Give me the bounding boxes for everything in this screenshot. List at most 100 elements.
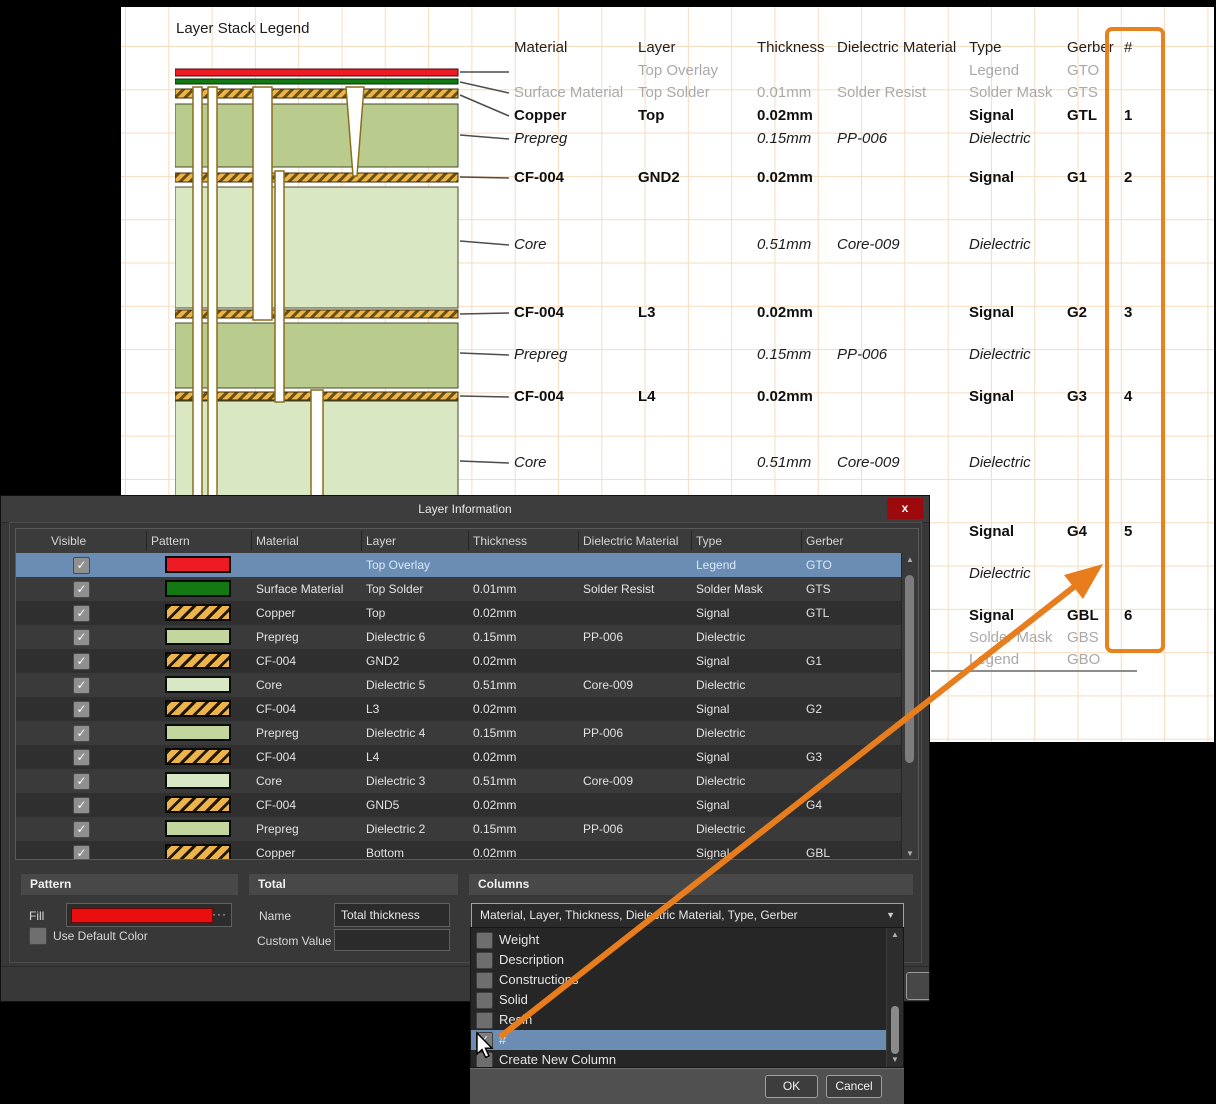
dropdown-item-checkbox[interactable]: ✓ [476, 1032, 493, 1049]
table-row[interactable]: ✓ CF-004 GND5 0.02mm Signal G4 [16, 793, 903, 817]
scrollbar-thumb[interactable] [905, 575, 914, 763]
visible-checkbox[interactable]: ✓ [73, 797, 90, 814]
visible-checkbox[interactable]: ✓ [73, 701, 90, 718]
dropdown-item-resin[interactable]: Resin [471, 1010, 887, 1030]
legend-cell-type: Dielectric [969, 346, 1031, 363]
visible-checkbox[interactable]: ✓ [73, 749, 90, 766]
pattern-swatch-copper [165, 700, 231, 717]
table-scrollbar[interactable]: ▲ ▼ [901, 553, 918, 859]
legend-cell-thickness: 0.15mm [757, 346, 812, 363]
table-row[interactable]: ✓ Surface Material Top Solder 0.01mm Solder … [16, 577, 903, 601]
row-cell-type: Signal [696, 798, 730, 812]
row-cell-type: Legend [696, 558, 737, 572]
dropdown-item-checkbox[interactable] [476, 1012, 493, 1029]
table-row[interactable]: ✓ Core Dielectric 5 0.51mm Core-009 Dielectri… [16, 673, 903, 697]
dropdown-item-label: Constructions [499, 972, 579, 987]
cancel-button[interactable]: Cancel [826, 1075, 882, 1098]
scroll-down-icon[interactable]: ▼ [906, 849, 914, 858]
dropdown-scrollbar[interactable]: ▲ ▼ [886, 928, 903, 1067]
legend-cell-material: CF-004 [514, 169, 565, 186]
scroll-up-icon[interactable]: ▲ [906, 555, 914, 564]
dropdown-item-label: Create New Column [499, 1052, 617, 1067]
dialog-titlebar[interactable]: Layer Information x [1, 496, 929, 523]
table-row[interactable]: ✓ Prepreg Dielectric 2 0.15mm PP-006 Dielectr… [16, 817, 903, 841]
table-row[interactable]: ✓ Prepreg Dielectric 6 0.15mm PP-006 Dielectr… [16, 625, 903, 649]
dropdown-item-checkbox[interactable] [476, 972, 493, 989]
dropdown-item-constructions[interactable]: Constructions [471, 970, 887, 990]
legend-cell-gerber: GTL [1067, 107, 1097, 124]
table-row[interactable]: ✓ Core Dielectric 3 0.51mm Core-009 Dielectri… [16, 769, 903, 793]
row-cell-type: Dielectric [696, 774, 746, 788]
total-name-input[interactable]: Total thickness [334, 903, 450, 927]
columns-combobox[interactable]: Material, Layer, Thickness, Dielectric M… [471, 903, 904, 928]
row-cell-thickness: 0.51mm [473, 678, 517, 692]
legend-cell-thickness: 0.02mm [757, 107, 813, 124]
row-cell-layer: Top [366, 606, 386, 620]
dropdown-item-checkbox[interactable] [476, 992, 493, 1009]
row-cell-type: Dielectric [696, 822, 746, 836]
dropdown-scrollbar-thumb[interactable] [891, 1006, 899, 1054]
legend-cell-thickness: 0.02mm [757, 388, 813, 405]
visible-checkbox[interactable]: ✓ [73, 725, 90, 742]
dropdown-item-label: Resin [499, 1012, 533, 1027]
fill-color-button[interactable]: ··· [66, 903, 232, 927]
close-icon[interactable]: x [887, 498, 923, 519]
visible-checkbox[interactable]: ✓ [73, 773, 90, 790]
table-row[interactable]: ✓ Prepreg Dielectric 4 0.15mm PP-006 Dielectr… [16, 721, 903, 745]
dialog-title: Layer Information [418, 502, 512, 516]
dropdown-item-create-new-column[interactable]: Create New Column [471, 1050, 887, 1067]
table-row[interactable]: ✓ CF-004 L4 0.02mm Signal G3 [16, 745, 903, 769]
row-cell-type: Signal [696, 654, 730, 668]
dropdown-item-weight[interactable]: Weight [471, 930, 887, 950]
table-row[interactable]: ✓ Top Overlay Legend GTO [16, 553, 903, 577]
column-header-gerber[interactable]: Gerber [806, 534, 844, 548]
visible-checkbox[interactable]: ✓ [73, 845, 90, 859]
custom-value-input[interactable] [334, 929, 450, 951]
ok-button[interactable]: OK [765, 1075, 818, 1098]
dropdown-item-checkbox[interactable] [476, 932, 493, 949]
legend-cell-type: Signal [969, 607, 1015, 624]
column-header-pattern[interactable]: Pattern [151, 534, 190, 548]
visible-checkbox[interactable]: ✓ [73, 581, 90, 598]
scroll-up-icon[interactable]: ▲ [891, 930, 899, 939]
scroll-down-icon[interactable]: ▼ [891, 1055, 899, 1064]
row-cell-layer: Dielectric 4 [366, 726, 426, 740]
row-cell-thickness: 0.02mm [473, 846, 517, 860]
legend-cell-thickness: 0.51mm [757, 454, 812, 471]
row-cell-material: CF-004 [256, 654, 297, 668]
visible-checkbox[interactable]: ✓ [73, 629, 90, 646]
column-header-layer[interactable]: Layer [366, 534, 397, 548]
row-cell-type: Dielectric [696, 630, 746, 644]
use-default-color-label: Use Default Color [53, 929, 148, 943]
column-header-thickness[interactable]: Thickness [473, 534, 528, 548]
dropdown-item-description[interactable]: Description [471, 950, 887, 970]
table-row[interactable]: ✓ CF-004 GND2 0.02mm Signal G1 [16, 649, 903, 673]
dropdown-item-solid[interactable]: Solid [471, 990, 887, 1010]
visible-checkbox[interactable]: ✓ [73, 653, 90, 670]
legend-cell-type: Dielectric [969, 565, 1031, 582]
column-header-dielectric-material[interactable]: Dielectric Material [583, 534, 679, 548]
table-row[interactable]: ✓ Copper Top 0.02mm Signal GTL [16, 601, 903, 625]
column-separator [251, 531, 252, 551]
visible-checkbox[interactable]: ✓ [73, 557, 90, 574]
pattern-swatch-prepreg [165, 628, 231, 645]
legend-cell-gerber: GBO [1067, 651, 1101, 668]
visible-checkbox[interactable]: ✓ [73, 821, 90, 838]
legend-cell-num: # [1124, 39, 1133, 56]
pattern-swatch-copper [165, 652, 231, 669]
visible-checkbox[interactable]: ✓ [73, 677, 90, 694]
legend-cell-thickness: 0.15mm [757, 130, 812, 147]
dropdown-item-checkbox[interactable] [476, 952, 493, 969]
table-row[interactable]: ✓ Copper Bottom 0.02mm Signal GBL [16, 841, 903, 860]
column-header-material[interactable]: Material [256, 534, 299, 548]
use-default-color-checkbox[interactable] [29, 927, 47, 945]
table-row[interactable]: ✓ CF-004 L3 0.02mm Signal G2 [16, 697, 903, 721]
dropdown-item--[interactable]: ✓ # [471, 1030, 887, 1050]
column-header-type[interactable]: Type [696, 534, 723, 548]
visible-checkbox[interactable]: ✓ [73, 605, 90, 622]
row-cell-thickness: 0.02mm [473, 702, 517, 716]
chevron-down-icon: ▼ [886, 910, 895, 920]
dropdown-item-checkbox[interactable] [476, 1052, 493, 1067]
column-header-visible[interactable]: Visible [51, 534, 87, 548]
dialog-button-fragment[interactable] [906, 972, 929, 1000]
